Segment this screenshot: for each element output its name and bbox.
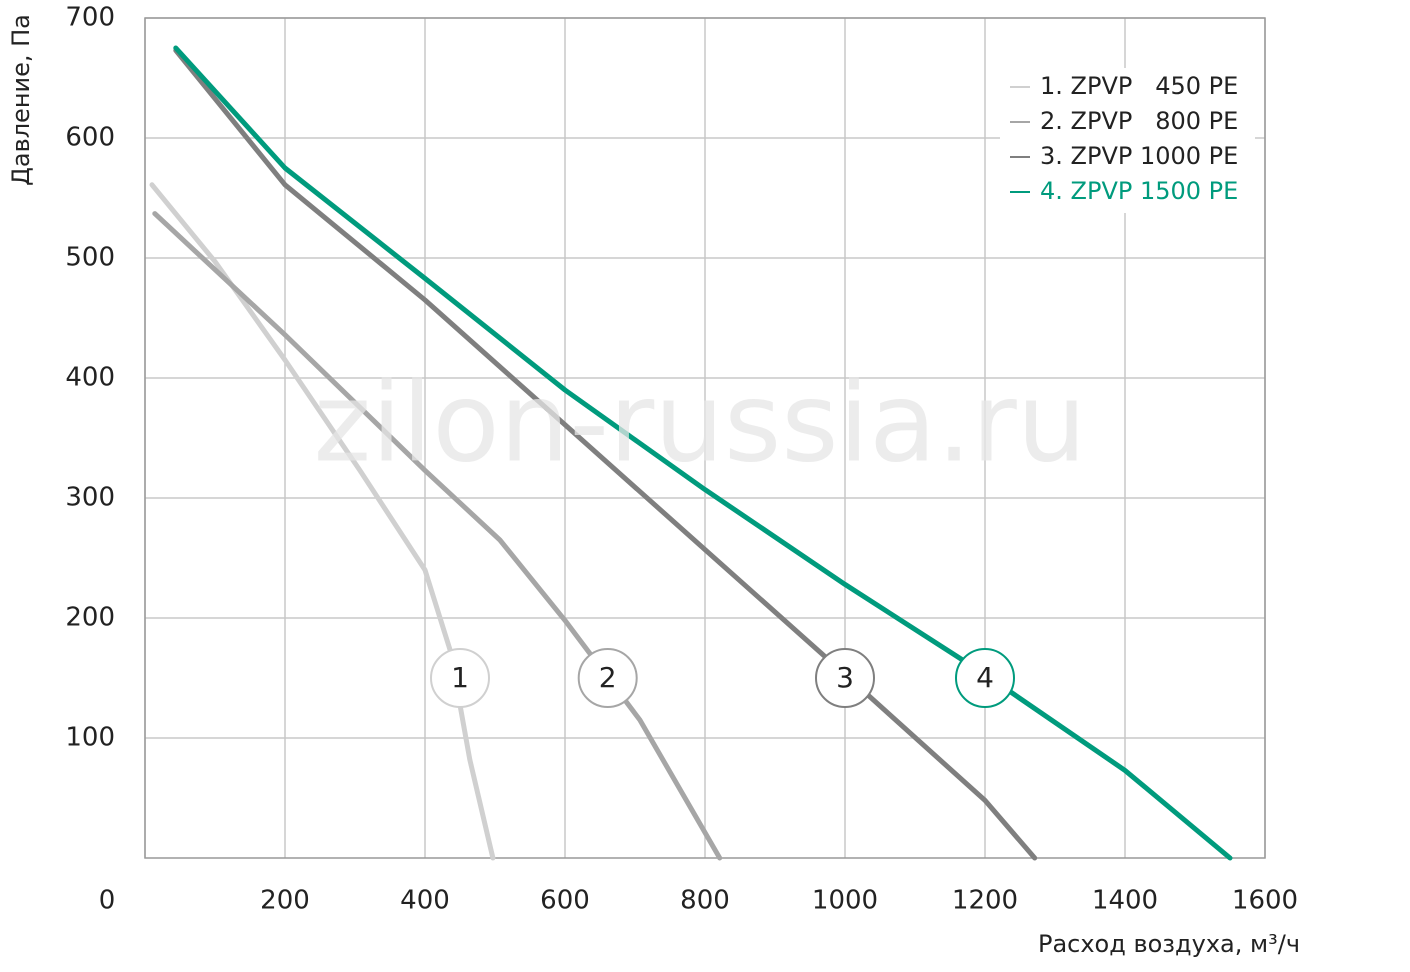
x-tick-label: 1000 <box>812 886 878 916</box>
legend-label: 4. ZPVP 1500 PE <box>1040 177 1238 205</box>
series-line <box>149 182 496 861</box>
curve-marker-label: 4 <box>976 661 994 694</box>
legend-label: 3. ZPVP 1000 PE <box>1040 142 1238 170</box>
series-line <box>173 45 1233 861</box>
plot-frame <box>144 17 1266 859</box>
curve-marker <box>955 648 1015 708</box>
curve-marker <box>815 648 875 708</box>
x-tick-label: 1400 <box>1092 886 1158 916</box>
x-tick-label: 0 <box>99 886 116 916</box>
curve-marker-label: 2 <box>599 661 617 694</box>
x-tick-label: 1200 <box>952 886 1018 916</box>
y-tick-label: 500 <box>65 243 115 273</box>
series-line <box>152 211 723 861</box>
legend-label: 2. ZPVP 800 PE <box>1040 107 1238 135</box>
watermark: zilon-russia.ru <box>313 358 1086 486</box>
x-tick-label: 400 <box>400 886 450 916</box>
y-tick-label: 300 <box>65 483 115 513</box>
series-line <box>173 47 1038 861</box>
curve-marker <box>430 648 490 708</box>
y-tick-label: 600 <box>65 123 115 153</box>
y-tick-label: 200 <box>65 603 115 633</box>
curve-marker <box>577 648 638 708</box>
curve-marker-label: 1 <box>451 661 469 694</box>
curve-marker-label: 3 <box>836 661 854 694</box>
x-tick-label: 600 <box>540 886 590 916</box>
x-tick-label: 200 <box>260 886 310 916</box>
x-tick-label: 800 <box>680 886 730 916</box>
legend-box <box>1000 68 1255 213</box>
x-axis-label: Расход воздуха, м³/ч <box>1038 930 1300 958</box>
y-tick-label: 100 <box>65 723 115 753</box>
x-tick-label: 1600 <box>1232 886 1298 916</box>
y-axis-label: Давление, Па <box>7 14 35 186</box>
legend-label: 1. ZPVP 450 PE <box>1040 72 1238 100</box>
y-tick-label: 400 <box>65 363 115 393</box>
y-tick-label: 700 <box>65 3 115 33</box>
